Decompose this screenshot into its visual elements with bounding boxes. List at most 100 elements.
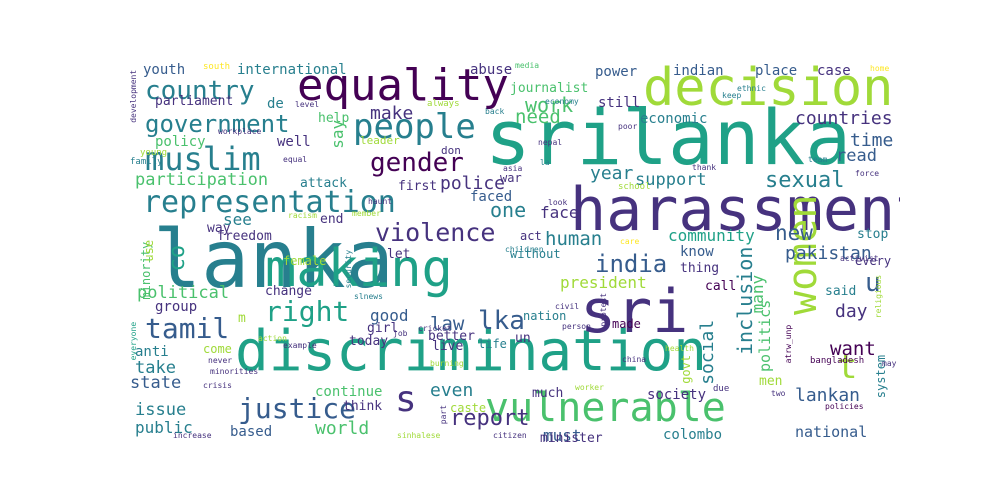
cloud-word: m: [238, 311, 246, 326]
cloud-word: war: [500, 171, 522, 185]
cloud-word: today: [349, 334, 389, 349]
cloud-word: children: [505, 245, 544, 254]
cloud-word: crisis: [203, 381, 232, 390]
cloud-word: person: [562, 322, 591, 331]
cloud-word: colombo: [663, 427, 723, 443]
cloud-word: care: [620, 237, 640, 246]
cloud-word: govt: [679, 354, 693, 384]
cloud-word: equal: [283, 155, 308, 164]
cloud-word: nepal: [538, 138, 563, 147]
cloud-word: world: [315, 418, 370, 439]
cloud-word: minorities: [210, 367, 259, 376]
cloud-word: everyone: [129, 321, 138, 361]
cloud-word: look: [548, 198, 568, 207]
cloud-word: religious: [874, 274, 883, 319]
cloud-word: economy: [545, 97, 579, 106]
cloud-word: state: [130, 373, 182, 393]
cloud-word: even: [430, 380, 474, 401]
cloud-word: caste: [450, 401, 487, 415]
cloud-word: level: [295, 100, 320, 109]
cloud-word: protest: [599, 292, 608, 327]
cloud-word: home: [870, 64, 890, 73]
cloud-word: vulnerable: [485, 385, 726, 431]
cloud-word: un: [515, 331, 531, 346]
cloud-word: cricket: [418, 324, 452, 333]
cloud-word: change: [265, 284, 312, 299]
cloud-word: see: [223, 210, 252, 229]
cloud-word: policy: [155, 134, 206, 150]
cloud-word: may: [882, 359, 897, 368]
cloud-word: act: [520, 229, 542, 243]
cloud-word: public: [135, 418, 193, 437]
cloud-word: thing: [680, 261, 720, 276]
cloud-word: attack: [300, 176, 347, 191]
cloud-word: new: [775, 221, 813, 245]
cloud-word: representation: [143, 185, 396, 220]
cloud-word: report: [450, 406, 530, 431]
cloud-word: one: [490, 198, 527, 222]
cloud-word: better: [428, 329, 475, 344]
cloud-word: lka: [478, 306, 525, 336]
cloud-word: team: [808, 155, 828, 164]
cloud-word: bangladesh: [810, 356, 865, 366]
cloud-word: due: [713, 384, 730, 394]
cloud-word: action: [258, 334, 287, 343]
cloud-word: live: [432, 339, 464, 354]
cloud-word: society: [647, 387, 707, 403]
cloud-word: worker: [575, 383, 604, 392]
cloud-word: journalist: [510, 81, 589, 96]
word-cloud: srilanka lanka harassment decision discrimin…: [125, 60, 900, 445]
cloud-word: making: [265, 239, 453, 299]
cloud-word: co: [165, 244, 190, 272]
cloud-word: face: [540, 203, 579, 222]
cloud-word: increase: [173, 431, 212, 440]
cloud-word: keep: [722, 91, 742, 100]
cloud-word: lankan: [795, 385, 861, 406]
cloud-word: issue: [135, 400, 187, 420]
cloud-word: justice: [238, 392, 357, 425]
cloud-word: poor: [618, 122, 638, 131]
cloud-word: leader: [360, 134, 400, 147]
cloud-word: let: [387, 247, 411, 262]
cloud-word: case: [817, 63, 851, 79]
cloud-word: youth: [143, 62, 186, 78]
cloud-word: make: [370, 103, 414, 124]
cloud-word: well: [277, 134, 311, 150]
cloud-word: help: [318, 111, 350, 126]
cloud-word: time: [850, 130, 894, 151]
cloud-word: government: [145, 110, 290, 138]
cloud-word: still: [598, 95, 641, 111]
cloud-word: country: [145, 76, 255, 106]
cloud-word: discrimination: [235, 319, 708, 384]
cloud-word: continue: [315, 384, 383, 400]
cloud-word: security: [344, 249, 353, 289]
cloud-word: year: [590, 163, 634, 184]
cloud-word: said: [825, 284, 857, 299]
cloud-word: muslim: [145, 140, 261, 178]
cloud-word: participation: [135, 170, 269, 190]
cloud-word: parliament: [155, 94, 234, 109]
cloud-word: civil: [555, 302, 580, 311]
cloud-word: pakistan: [785, 243, 872, 264]
cloud-word: asia: [503, 164, 523, 173]
cloud-word: slnews: [354, 292, 383, 301]
cloud-word: abuse: [470, 62, 513, 78]
cloud-word: example: [283, 341, 317, 350]
cloud-word: political: [137, 283, 230, 303]
cloud-word: gender: [370, 148, 464, 178]
cloud-word: human: [545, 228, 603, 250]
cloud-word: don: [441, 144, 461, 157]
cloud-word: community: [668, 226, 755, 245]
cloud-word: based: [230, 424, 273, 440]
cloud-word: countries: [795, 108, 893, 129]
cloud-word: people: [353, 107, 476, 147]
cloud-word: day: [835, 301, 868, 322]
cloud-word: end: [320, 212, 344, 227]
cloud-word: group: [155, 299, 198, 315]
cloud-word: violence: [375, 218, 496, 247]
cloud-word: place: [755, 63, 798, 79]
cloud-word: two: [771, 389, 786, 398]
cloud-word: freedom: [217, 229, 272, 244]
cloud-word: atrw_unp: [784, 324, 793, 364]
cloud-word: job: [393, 329, 408, 338]
